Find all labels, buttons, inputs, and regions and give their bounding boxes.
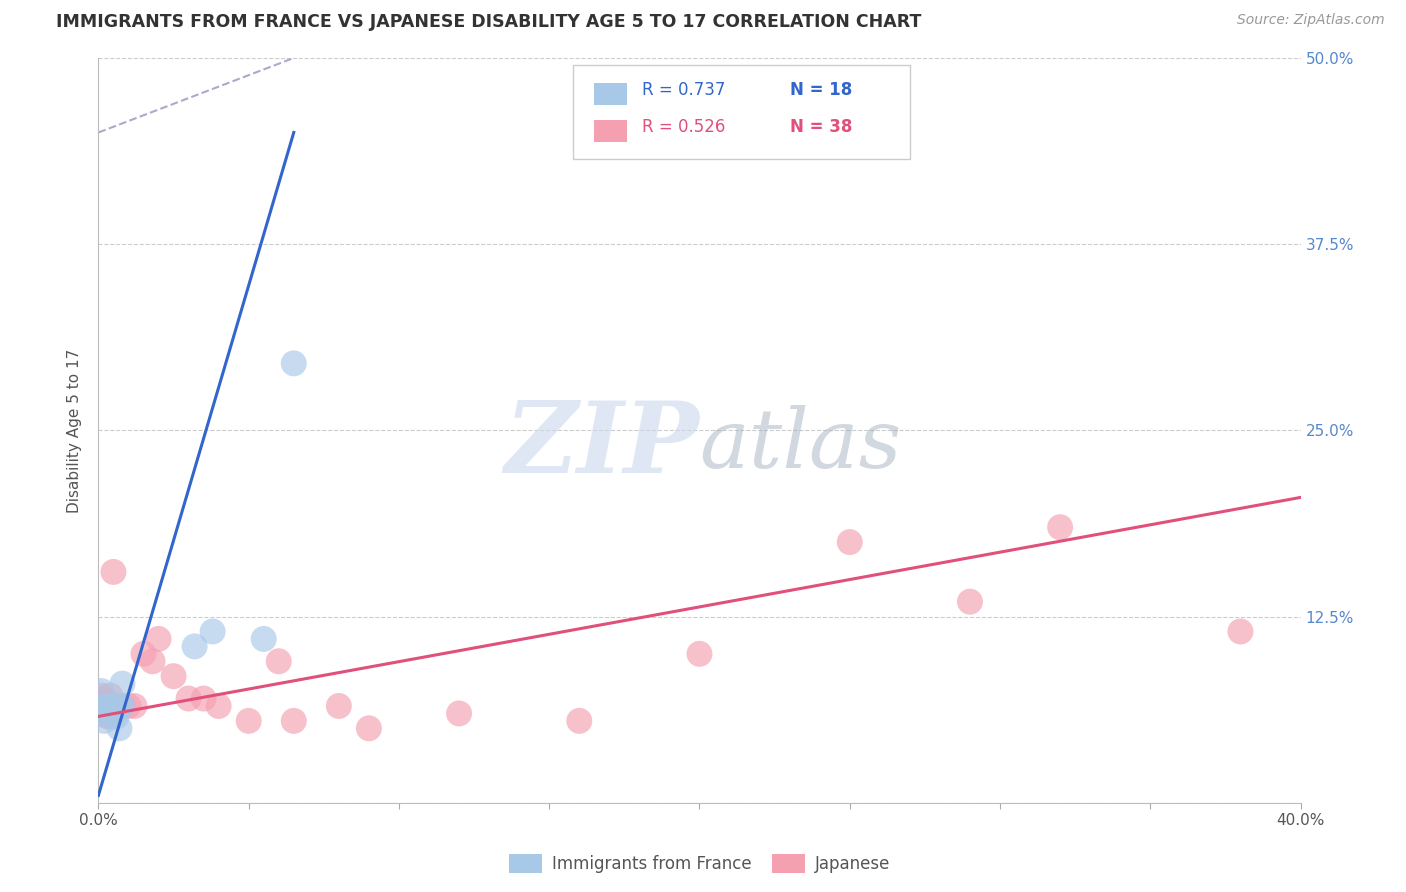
FancyBboxPatch shape <box>593 83 627 105</box>
Point <box>568 714 591 728</box>
Point <box>124 698 146 713</box>
Point <box>90 706 112 721</box>
Point <box>148 632 170 646</box>
Point <box>838 535 860 549</box>
Point <box>103 706 125 721</box>
Legend: Immigrants from France, Japanese: Immigrants from France, Japanese <box>502 847 897 880</box>
Point <box>208 698 231 713</box>
Point <box>96 698 118 713</box>
Point <box>141 654 163 668</box>
Point <box>193 691 215 706</box>
Point <box>93 698 115 713</box>
Point <box>90 698 112 713</box>
Point <box>117 698 139 713</box>
FancyBboxPatch shape <box>593 120 627 142</box>
Text: Source: ZipAtlas.com: Source: ZipAtlas.com <box>1237 13 1385 28</box>
Point <box>105 698 128 713</box>
Point <box>93 714 115 728</box>
Point <box>103 706 125 721</box>
Text: ZIP: ZIP <box>505 397 700 493</box>
Point <box>132 647 155 661</box>
Y-axis label: Disability Age 5 to 17: Disability Age 5 to 17 <box>67 348 83 513</box>
Point <box>447 706 470 721</box>
FancyBboxPatch shape <box>574 65 910 159</box>
Point <box>238 714 260 728</box>
Text: IMMIGRANTS FROM FRANCE VS JAPANESE DISABILITY AGE 5 TO 17 CORRELATION CHART: IMMIGRANTS FROM FRANCE VS JAPANESE DISAB… <box>56 13 921 31</box>
Point <box>201 624 224 639</box>
Point <box>103 565 125 579</box>
Text: atlas: atlas <box>700 405 901 485</box>
Point <box>100 698 122 713</box>
Point <box>1229 624 1251 639</box>
Point <box>162 669 184 683</box>
Point <box>100 706 122 721</box>
Point <box>93 691 115 706</box>
Point <box>105 709 128 723</box>
Point <box>93 698 115 713</box>
Point <box>253 632 276 646</box>
Point <box>96 703 118 717</box>
Point <box>90 706 112 721</box>
Text: R = 0.737: R = 0.737 <box>641 81 725 99</box>
Point <box>90 684 112 698</box>
Point <box>100 689 122 703</box>
Point <box>183 640 205 654</box>
Point <box>357 721 380 735</box>
Point <box>108 698 131 713</box>
Point <box>959 595 981 609</box>
Point <box>100 698 122 713</box>
Point <box>93 706 115 721</box>
Text: N = 18: N = 18 <box>790 81 852 99</box>
Point <box>111 698 134 713</box>
Point <box>111 698 134 713</box>
Text: N = 38: N = 38 <box>790 119 852 136</box>
Point <box>108 698 131 713</box>
Point <box>108 721 131 735</box>
Point <box>177 691 200 706</box>
Point <box>283 356 305 370</box>
Point <box>267 654 290 668</box>
Point <box>111 676 134 690</box>
Text: R = 0.526: R = 0.526 <box>641 119 725 136</box>
Point <box>96 709 118 723</box>
Point <box>283 714 305 728</box>
Point <box>96 694 118 708</box>
Point <box>689 647 711 661</box>
Point <box>90 689 112 703</box>
Point <box>1049 520 1071 534</box>
Point <box>328 698 350 713</box>
Point <box>103 698 125 713</box>
Point <box>100 709 122 723</box>
